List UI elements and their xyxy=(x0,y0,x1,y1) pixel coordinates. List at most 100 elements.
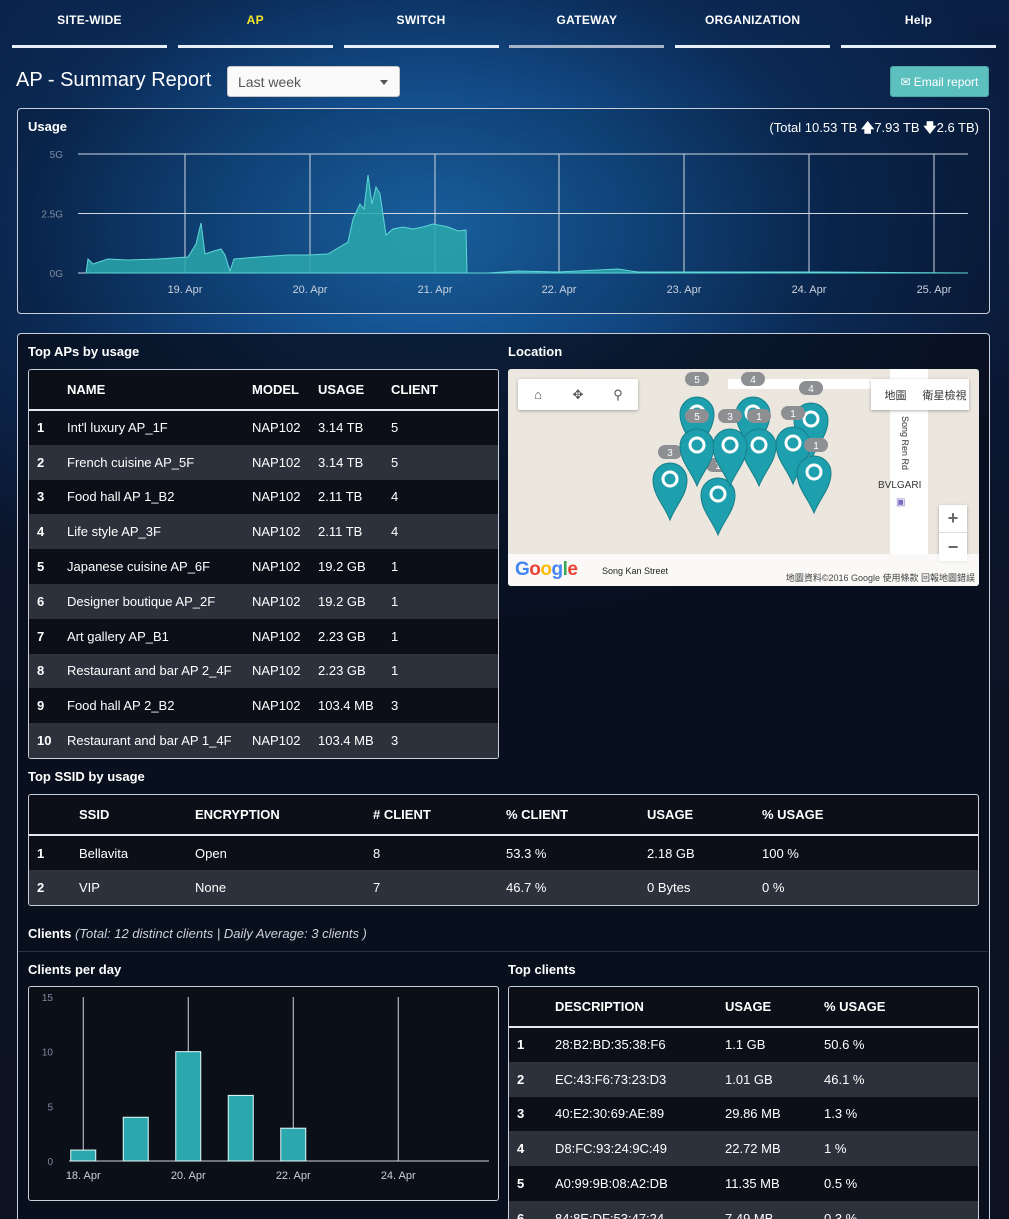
map-pin[interactable] xyxy=(652,462,688,522)
ap-row[interactable]: 6 Designer boutique AP_2F NAP102 19.2 GB 1 xyxy=(29,583,498,619)
search-icon[interactable]: ⚲ xyxy=(613,386,623,402)
map-type-satellite[interactable]: 衛星檢視 xyxy=(922,389,967,402)
client-row[interactable]: 4 D8:FC:93:24:9C:49 22.72 MB 1 % xyxy=(509,1131,978,1167)
map-street-label: Song Kan Street xyxy=(602,566,669,576)
clients-summary-text: (Total: 12 distinct clients | Daily Aver… xyxy=(74,926,367,941)
y-tick-label: 2.5G xyxy=(41,210,63,221)
x-tick-label: 25. Apr xyxy=(917,284,952,296)
nav-help[interactable]: Help xyxy=(840,0,996,48)
client-row[interactable]: 6 84:8E:DF:53:47:24 7.49 MB 0.3 % xyxy=(509,1200,978,1219)
col-client-percent[interactable]: % CLIENT xyxy=(506,795,647,836)
table-cell: 1 xyxy=(391,653,498,689)
map-pin[interactable] xyxy=(796,455,832,515)
home-icon[interactable]: ⌂ xyxy=(534,387,542,402)
table-cell: EC:43:F6:73:23:D3 xyxy=(555,1061,725,1097)
client-row[interactable]: 5 A0:99:9B:08:A2:DB 11.35 MB 0.5 % xyxy=(509,1166,978,1201)
period-select[interactable]: Last week xyxy=(227,66,400,97)
col-ssid[interactable]: SSID xyxy=(79,795,195,836)
map-pin[interactable] xyxy=(679,428,715,488)
col-client-count[interactable]: # CLIENT xyxy=(373,795,506,836)
ap-row[interactable]: 10 Restaurant and bar AP 1_4F NAP102 103.4 … xyxy=(29,723,498,758)
ap-row[interactable]: 5 Japanese cuisine AP_6F NAP102 19.2 GB 1 xyxy=(29,549,498,584)
usage-total-text: (Total 10.53 TB xyxy=(769,120,858,135)
usage-chart: 5G 2.5G 0G 19. Apr 20. Apr 21. Apr 22. Apr 23. … xyxy=(41,150,969,296)
zoom-control: + − xyxy=(939,505,967,561)
ap-row[interactable]: 1 Int'l luxury AP_1F NAP102 3.14 TB 5 xyxy=(29,410,498,445)
ap-row[interactable]: 4 Life style AP_3F NAP102 2.11 TB 4 xyxy=(29,514,498,550)
x-tick-label: 20. Apr xyxy=(171,1170,206,1182)
x-tick-label: 24. Apr xyxy=(381,1170,416,1182)
client-row[interactable]: 2 EC:43:F6:73:23:D3 1.01 GB 46.1 % xyxy=(509,1061,978,1097)
bar[interactable] xyxy=(227,1094,254,1162)
col-name[interactable]: NAME xyxy=(67,370,252,411)
table-cell: NAP102 xyxy=(252,698,301,714)
table-cell: 3 xyxy=(391,723,498,758)
map-attribution[interactable]: 地圖資料©2016 Google 使用條款 回報地圖錯誤 xyxy=(785,573,975,583)
col-usage[interactable]: USAGE xyxy=(318,370,391,411)
row-index: 7 xyxy=(37,628,45,644)
zoom-out-button[interactable]: − xyxy=(947,536,959,557)
table-cell: 2.11 TB xyxy=(318,514,391,550)
table-cell: 22.72 MB xyxy=(725,1131,824,1167)
table-cell: 7.49 MB xyxy=(725,1200,824,1219)
bar[interactable] xyxy=(175,1051,202,1162)
bar[interactable] xyxy=(70,1149,97,1162)
nav-gateway[interactable]: GATEWAY xyxy=(509,0,665,48)
table-cell: 5 xyxy=(391,444,498,480)
col-client[interactable]: CLIENT xyxy=(391,370,498,411)
table-cell: 1.01 GB xyxy=(725,1061,824,1097)
clients-summary: Clients (Total: 12 distinct clients | Da… xyxy=(28,926,367,941)
table-cell: A0:99:9B:08:A2:DB xyxy=(555,1176,668,1192)
page-title: AP - Summary Report xyxy=(16,69,212,91)
location-map[interactable]: Song Ren Rd BVLGARI ▣ 5 4 4 3 1 5 1 3 1 1 ⌂ ✥ ⚲ 地… xyxy=(508,369,979,586)
table-cell: NAP102 xyxy=(252,583,318,619)
y-tick-label: 15 xyxy=(42,993,54,1004)
col-usage-percent[interactable]: % USAGE xyxy=(762,795,978,836)
col-description[interactable]: DESCRIPTION xyxy=(555,987,725,1028)
row-index: 1 xyxy=(37,420,45,436)
x-tick-label: 19. Apr xyxy=(168,284,203,296)
clients-per-day-chart: 0 5 10 15 18. Apr 20. Apr 22. Apr 24. Apr xyxy=(28,986,499,1201)
bar[interactable] xyxy=(280,1127,307,1162)
col-encryption[interactable]: ENCRYPTION xyxy=(195,795,373,836)
nav-site-wide[interactable]: SITE-WIDE xyxy=(12,0,167,48)
ap-row[interactable]: 7 Art gallery AP_B1 NAP102 2.23 GB 1 xyxy=(29,619,498,654)
cluster-count: 1 xyxy=(715,461,721,472)
row-index: 9 xyxy=(37,698,45,714)
table-cell: 3 xyxy=(391,698,399,714)
zoom-in-button[interactable]: + xyxy=(939,505,967,533)
col-usage[interactable]: USAGE xyxy=(647,795,762,836)
ap-row[interactable]: 9 Food hall AP 2_B2 NAP102 103.4 MB 3 xyxy=(29,688,498,723)
table-cell: NAP102 xyxy=(252,489,301,505)
nav-organization[interactable]: ORGANIZATION xyxy=(675,0,831,48)
ssid-row[interactable]: 2 VIP None 7 46.7 % 0 Bytes 0 % xyxy=(29,870,978,905)
ssid-row[interactable]: 1 Bellavita Open 8 53.3 % 2.18 GB 100 % xyxy=(29,835,978,870)
table-cell: 0 Bytes xyxy=(647,870,762,905)
email-report-button[interactable]: ✉ Email report xyxy=(890,66,989,97)
map-pin[interactable] xyxy=(741,428,777,488)
table-cell: 4 xyxy=(391,514,498,550)
bar[interactable] xyxy=(122,1116,149,1162)
nav-ap[interactable]: AP xyxy=(177,0,333,48)
map-pin[interactable] xyxy=(712,428,748,488)
table-cell: Food hall AP 2_B2 xyxy=(67,698,175,714)
envelope-icon: ✉ xyxy=(900,74,911,89)
ap-row[interactable]: 2 French cuisine AP_5F NAP102 3.14 TB 5 xyxy=(29,444,498,480)
cluster-count: 1 xyxy=(790,409,796,420)
col-usage-percent[interactable]: % USAGE xyxy=(824,987,978,1028)
ap-row[interactable]: 8 Restaurant and bar AP 2_4F NAP102 2.23 GB… xyxy=(29,653,498,689)
client-row[interactable]: 1 28:B2:BD:35:38:F6 1.1 GB 50.6 % xyxy=(509,1027,978,1062)
map-pin[interactable] xyxy=(700,477,736,537)
client-row[interactable]: 3 40:E2:30:69:AE:89 29.86 MB 1.3 % xyxy=(509,1097,978,1132)
map-type-map[interactable]: 地圖 xyxy=(884,389,907,402)
row-index: 6 xyxy=(509,1200,555,1219)
arrow-down-icon: 🡇 xyxy=(923,120,937,135)
row-index: 1 xyxy=(37,845,45,861)
move-icon[interactable]: ✥ xyxy=(572,386,584,402)
nav-switch[interactable]: SWITCH xyxy=(343,0,499,48)
map-controls: ⌂ ✥ ⚲ xyxy=(518,379,638,410)
ap-row[interactable]: 3 Food hall AP 1_B2 NAP102 2.11 TB 4 xyxy=(29,480,498,515)
col-usage[interactable]: USAGE xyxy=(725,987,824,1028)
table-cell: 53.3 % xyxy=(506,845,547,861)
col-model[interactable]: MODEL xyxy=(252,370,318,411)
